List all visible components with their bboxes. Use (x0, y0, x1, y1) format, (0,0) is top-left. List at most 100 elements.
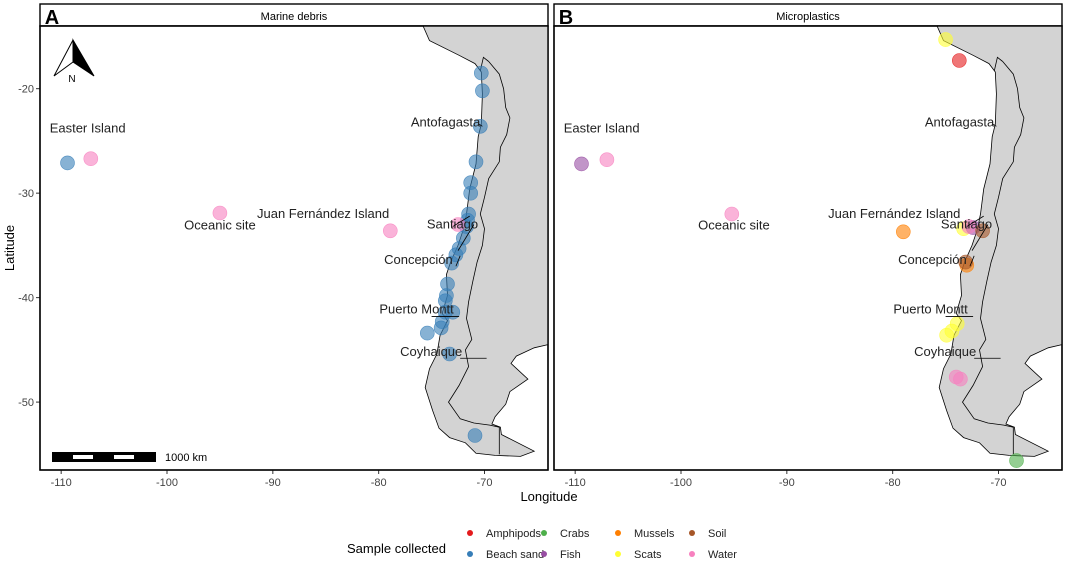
point-beach-sand (433, 320, 449, 336)
panel-a-y-tick-label: -50 (18, 397, 34, 409)
panel-b-points (574, 32, 1024, 468)
point-soil (958, 254, 974, 270)
panel-b-x-tick-label: -80 (885, 477, 901, 489)
point-beach-sand (468, 154, 484, 170)
place-label: Antofagasta (411, 114, 481, 129)
legend-label-amphipods: Amphipods (486, 528, 542, 540)
label-leader-line (969, 255, 975, 267)
panel-b-map (936, 25, 1063, 470)
legend-swatch-amphipods (467, 530, 473, 536)
panel-b-landmass (936, 25, 1063, 470)
panel-a-strip-title: Marine debris (261, 11, 328, 23)
point-crabs (1009, 453, 1024, 468)
x-axis-title: Longitude (520, 489, 577, 504)
panel-b-x-tick-label: -90 (779, 477, 795, 489)
legend-swatch-crabs (541, 530, 547, 536)
panel-a-x-tick-label: -100 (156, 477, 178, 489)
point-scats (938, 32, 953, 47)
panel-a-x-tick-label: -90 (265, 477, 281, 489)
label-leader-line (992, 123, 997, 127)
place-label: Easter Island (564, 121, 640, 136)
legend-swatch-soil (689, 530, 695, 536)
legend-swatch-mussels (615, 530, 621, 536)
panel-a-x-tick-label: -70 (477, 477, 493, 489)
panel-b-frame (553, 25, 1063, 471)
legend-label-beach-sand: Beach sand (486, 549, 544, 561)
north-label: N (68, 74, 75, 85)
label-leader-line (478, 123, 483, 127)
place-label: Antofagasta (925, 114, 995, 129)
place-label: Concepción (384, 252, 453, 267)
panel-a-place-labels: Easter Island Antofagasta Oceanic siteJuan… (50, 114, 487, 359)
y-axis-title: Latitude (2, 225, 17, 271)
place-label: Oceanic site (184, 218, 256, 233)
legend-label-mussels: Mussels (634, 528, 675, 540)
legend-swatch-fish (541, 551, 547, 557)
panel-a-y-tick-label: -30 (18, 188, 34, 200)
point-mussels (895, 224, 911, 240)
panel-a-y-tick-label: -40 (18, 293, 34, 305)
place-label: Easter Island (50, 121, 126, 136)
legend-label-scats: Scats (634, 549, 662, 561)
point-beach-sand (473, 65, 489, 81)
panel-a-border-line (448, 61, 511, 428)
panel-a: Marine debris A -110 -100 -90 -80 -70-20-30-… (18, 3, 549, 489)
north-arrow-icon: N (53, 38, 95, 85)
panel-a-points (60, 65, 490, 443)
point-water (212, 205, 228, 221)
label-leader-line (455, 255, 461, 267)
legend-title: Sample collected (347, 541, 446, 556)
point-beach-sand (444, 255, 460, 271)
scalebar-label: 1000 km (165, 452, 207, 464)
panel-a-x-tick-label: -110 (51, 477, 72, 489)
panel-a-axes: -110 -100 -90 -80 -70 -20 -30 -40 -50 (18, 84, 492, 489)
panel-b-x-tick-label: -110 (565, 477, 586, 489)
scale-bar: 1000 km (52, 452, 207, 464)
point-beach-sand (445, 304, 461, 320)
point-beach-sand (60, 155, 75, 171)
point-water (953, 371, 968, 387)
point-water (382, 223, 398, 239)
label-leader-line (457, 224, 475, 251)
legend-label-water: Water (708, 549, 737, 561)
place-label: Oceanic site (698, 218, 770, 233)
panel-b-x-tick-label: -100 (670, 477, 692, 489)
label-leader-line (966, 215, 984, 227)
panel-a-x-tick-label: -80 (371, 477, 387, 489)
point-beach-sand (472, 119, 488, 134)
place-label: Concepción (898, 252, 967, 267)
place-label: Coyhaique (400, 344, 462, 359)
label-leader-line (971, 224, 989, 251)
place-label: Puerto Montt (379, 301, 454, 316)
panel-b-x-tick-label: -70 (991, 477, 1007, 489)
point-water (724, 206, 740, 222)
point-scats (939, 327, 954, 343)
legend-label-crabs: Crabs (560, 528, 590, 540)
legend: Sample collected Amphipods Beach sand Crab… (347, 528, 737, 561)
point-beach-sand (475, 83, 490, 99)
place-label: Santiago (427, 217, 478, 232)
place-label: Santiago (941, 217, 992, 232)
point-water (599, 152, 615, 167)
place-label: Puerto Montt (893, 301, 968, 316)
panel-a-letter: A (45, 7, 59, 29)
legend-swatch-beach-sand (467, 551, 473, 557)
panel-a-frame (39, 25, 549, 471)
point-amphipods (951, 53, 967, 68)
point-fish (574, 156, 589, 172)
panel-b-axes: -110 -100 -90 -80 -70 (565, 470, 1007, 489)
panel-b: Microplastics B -110 -100 -90 -80 -70 Easter… (553, 3, 1063, 489)
panel-b-place-labels: Easter Island Antofagasta Oceanic site Juan… (564, 114, 1001, 359)
point-beach-sand (442, 346, 457, 362)
panel-b-border-line (993, 56, 1003, 71)
panel-a-y-tick-label: -20 (18, 84, 34, 96)
point-beach-sand (467, 428, 483, 443)
panel-b-strip-title: Microplastics (776, 11, 840, 23)
point-beach-sand (419, 325, 435, 341)
point-beach-sand (463, 185, 479, 201)
legend-swatch-water (689, 551, 695, 557)
place-label: Juan Fernández Island (828, 206, 960, 221)
label-leader-line (452, 215, 470, 227)
panel-b-letter: B (559, 7, 573, 29)
